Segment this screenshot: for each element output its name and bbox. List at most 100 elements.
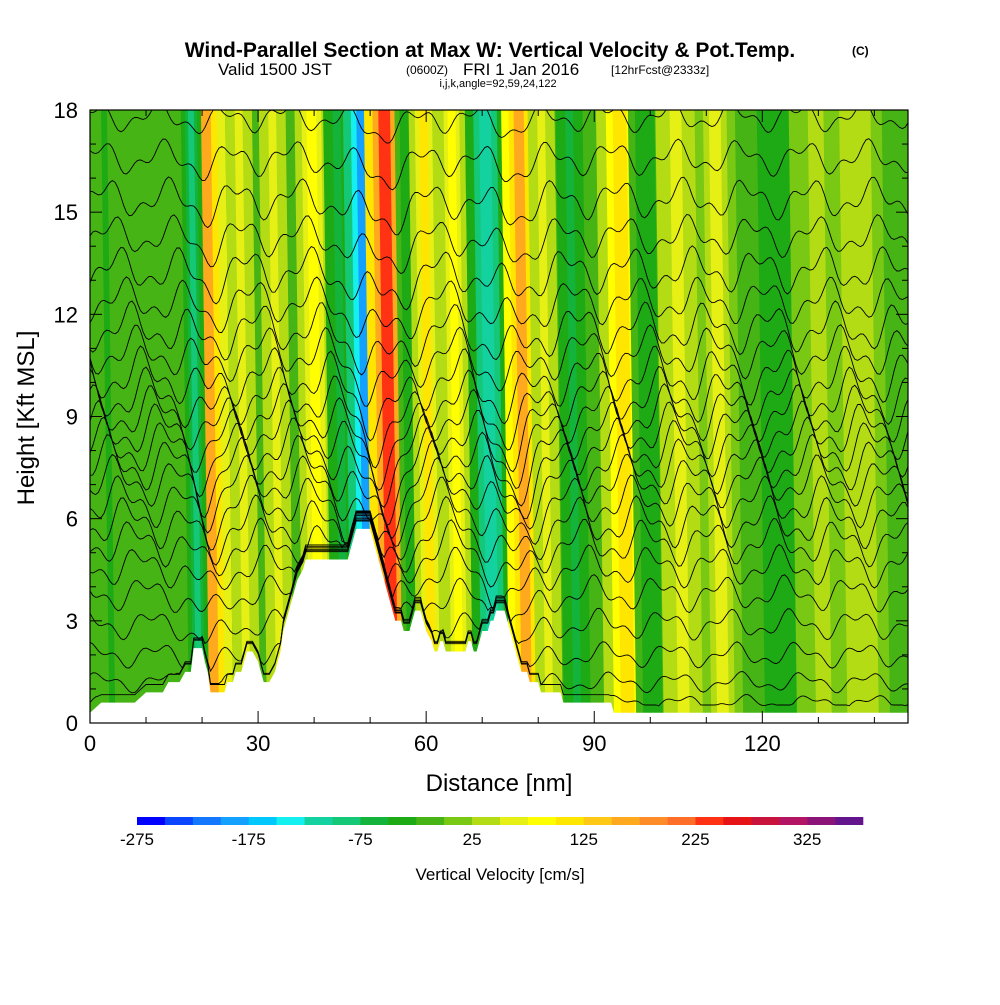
x-tick-label-30: 30 bbox=[246, 731, 270, 756]
isentrope-2 bbox=[90, 518, 908, 673]
isentrope-14 bbox=[90, 365, 908, 469]
colorbar-swatch-20 bbox=[695, 817, 724, 825]
isentrope-22 bbox=[90, 138, 908, 191]
y-tick-label-15: 15 bbox=[54, 200, 78, 225]
velocity-streak-1-layer-2 bbox=[198, 110, 220, 723]
isentrope-1 bbox=[90, 519, 908, 694]
colorbar-swatch-6 bbox=[304, 817, 333, 825]
colorbar-swatch-2 bbox=[192, 817, 222, 825]
isentrope-9 bbox=[90, 453, 908, 547]
isentrope-12 bbox=[90, 399, 908, 508]
colorbar-swatch-14 bbox=[527, 817, 557, 825]
chart-indices-label: i,j,k,angle=92,59,24,122 bbox=[439, 78, 556, 90]
colorbar-swatch-19 bbox=[667, 817, 696, 825]
colorbar-swatch-10 bbox=[416, 817, 445, 825]
colorbar-swatch-7 bbox=[332, 817, 361, 825]
velocity-streak-8-layer-2 bbox=[378, 110, 399, 723]
isentrope-23 bbox=[90, 110, 908, 144]
velocity-streak-13-layer-2 bbox=[513, 110, 533, 723]
colorbar-label-1: -175 bbox=[232, 830, 266, 849]
y-tick-label-6: 6 bbox=[66, 507, 78, 532]
velocity-streak-3-layer-2 bbox=[234, 110, 251, 723]
colorbar-swatch-25 bbox=[835, 817, 864, 825]
x-tick-label-120: 120 bbox=[744, 731, 781, 756]
isentrope-15 bbox=[90, 345, 908, 442]
colorbar-swatch-11 bbox=[444, 817, 473, 825]
isentrope-16 bbox=[90, 324, 908, 407]
potential-temperature-contours bbox=[90, 110, 908, 707]
colorbar-swatch-9 bbox=[388, 817, 417, 825]
colorbar-swatch-22 bbox=[751, 817, 780, 825]
colorbar-label-0: -275 bbox=[120, 830, 154, 849]
plot-area bbox=[90, 110, 908, 723]
colorbar-swatch-3 bbox=[220, 817, 249, 825]
x-tick-label-90: 90 bbox=[582, 731, 606, 756]
y-tick-label-3: 3 bbox=[66, 609, 78, 634]
velocity-streak-17-layer-2 bbox=[639, 110, 658, 723]
isentrope-10 bbox=[90, 433, 908, 539]
y-tick-label-0: 0 bbox=[66, 711, 78, 736]
velocity-streak-12-layer-2 bbox=[479, 110, 500, 723]
velocity-streak-10-layer-2 bbox=[419, 110, 437, 723]
isentrope-19 bbox=[90, 245, 908, 311]
colorbar-swatch-18 bbox=[639, 817, 668, 825]
isentrope-17 bbox=[90, 300, 908, 376]
colorbar-swatch-17 bbox=[611, 817, 640, 825]
isentrope-6 bbox=[90, 512, 908, 588]
isentrope-0 bbox=[90, 520, 908, 707]
isentrope-20 bbox=[90, 213, 908, 275]
colorbar-label-2: -75 bbox=[348, 830, 373, 849]
colorbar-swatch-16 bbox=[583, 817, 612, 825]
chart-subtitle-forecast: [12hrFcst@2333z] bbox=[611, 63, 709, 77]
chart-title-suffix: (C) bbox=[852, 44, 869, 58]
terrain-profile bbox=[90, 528, 908, 723]
velocity-streak-20-layer-2 bbox=[766, 110, 795, 723]
isentrope-18 bbox=[90, 276, 908, 339]
y-tick-label-18: 18 bbox=[54, 98, 78, 123]
y-tick-label-12: 12 bbox=[54, 302, 78, 327]
y-tick-label-9: 9 bbox=[66, 405, 78, 430]
isentrope-3 bbox=[90, 516, 908, 645]
colorbar-swatch-5 bbox=[276, 817, 305, 825]
chart-subtitle-utc: (0600Z) bbox=[406, 63, 448, 77]
isentrope-5 bbox=[90, 513, 908, 613]
x-axis-label: Distance [nm] bbox=[426, 770, 573, 797]
colorbar-label-4: 125 bbox=[570, 830, 598, 849]
colorbar-swatch-23 bbox=[779, 817, 808, 825]
colorbar-swatch-0 bbox=[137, 817, 166, 825]
colorbar-swatch-8 bbox=[360, 817, 389, 825]
x-tick-label-0: 0 bbox=[84, 731, 96, 756]
isentrope-13 bbox=[90, 383, 908, 491]
chart-subtitle-valid: Valid 1500 JST bbox=[218, 60, 332, 79]
colorbar: -275 -175 -75 25 125 225 325 bbox=[120, 817, 864, 849]
isentrope-4 bbox=[90, 515, 908, 624]
chart-title: Wind-Parallel Section at Max W: Vertical… bbox=[185, 39, 796, 62]
velocity-streak-0-layer-2 bbox=[101, 110, 116, 723]
velocity-streak-2-layer-2 bbox=[187, 110, 203, 723]
colorbar-swatch-21 bbox=[723, 817, 752, 825]
colorbar-swatch-13 bbox=[500, 817, 529, 825]
colorbar-swatch-1 bbox=[164, 817, 194, 825]
velocity-streak-11-layer-2 bbox=[447, 110, 464, 723]
velocity-streak-15-layer-2 bbox=[565, 110, 582, 723]
chart-subtitle-date: FRI 1 Jan 2016 bbox=[463, 60, 579, 79]
colorbar-label-3: 25 bbox=[463, 830, 482, 849]
velocity-streak-14-layer-2 bbox=[537, 110, 554, 723]
isentrope-11 bbox=[90, 416, 908, 526]
colorbar-swatch-4 bbox=[248, 817, 277, 825]
x-tick-label-60: 60 bbox=[414, 731, 438, 756]
velocity-streak-19-layer-2 bbox=[708, 110, 729, 723]
colorbar-label-6: 325 bbox=[793, 830, 821, 849]
colorbar-label-5: 225 bbox=[681, 830, 709, 849]
velocity-streak-9-layer-2 bbox=[403, 110, 419, 723]
colorbar-swatch-24 bbox=[807, 817, 836, 825]
y-axis-label: Height [Kft MSL] bbox=[13, 331, 40, 506]
axis-ticks: 0 30 60 90 120 0 3 6 9 12 15 18 bbox=[54, 98, 908, 756]
colorbar-title: Vertical Velocity [cm/s] bbox=[415, 865, 584, 884]
colorbar-swatch-12 bbox=[472, 817, 501, 825]
colorbar-swatch-15 bbox=[555, 817, 585, 825]
isentrope-7 bbox=[90, 494, 908, 573]
isentrope-21 bbox=[90, 176, 908, 236]
